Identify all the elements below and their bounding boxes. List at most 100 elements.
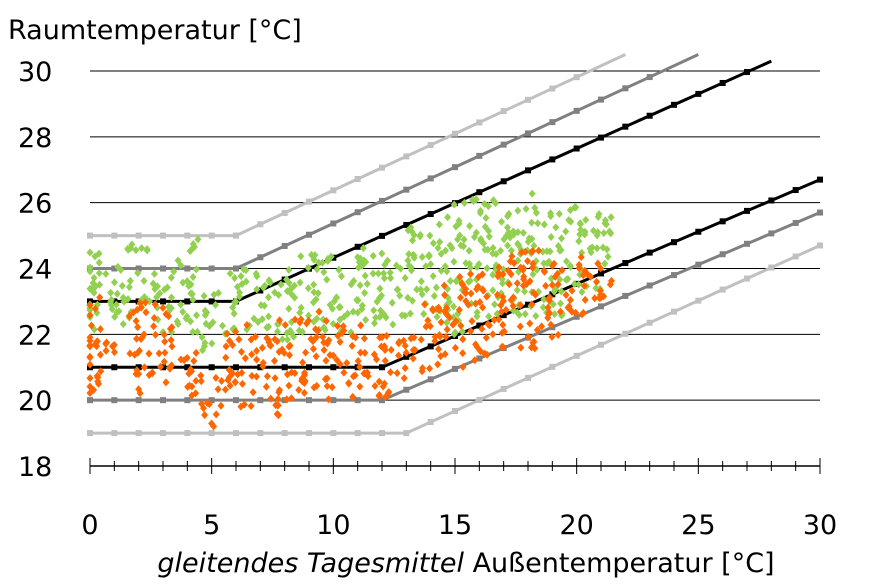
data-point — [253, 355, 261, 364]
band-marker — [476, 322, 483, 329]
data-point — [168, 342, 176, 351]
data-point — [93, 337, 101, 346]
data-point — [320, 268, 328, 277]
data-point — [203, 308, 211, 317]
band-marker — [525, 374, 531, 381]
data-point — [380, 274, 388, 283]
data-point — [506, 257, 514, 266]
data-point — [552, 223, 560, 232]
data-point — [265, 312, 273, 321]
data-point — [392, 261, 400, 270]
point-series-0 — [86, 189, 615, 355]
band-line-4 — [87, 209, 823, 404]
data-point — [124, 295, 132, 304]
band-marker — [671, 308, 677, 315]
x-tick-label-25: 25 — [681, 510, 715, 541]
data-point — [371, 382, 379, 391]
data-point — [402, 348, 410, 357]
data-point — [102, 269, 110, 278]
band-marker — [646, 112, 653, 119]
data-point — [425, 251, 433, 260]
band-marker — [573, 313, 580, 320]
data-point — [340, 368, 348, 377]
data-point — [458, 327, 466, 336]
data-point — [275, 386, 283, 395]
data-point — [350, 276, 358, 285]
data-point — [252, 372, 260, 381]
band-marker — [792, 253, 799, 260]
data-point — [548, 261, 556, 270]
data-point — [315, 258, 323, 267]
band-marker — [549, 119, 556, 126]
data-point — [359, 244, 367, 253]
data-point — [376, 284, 384, 293]
data-point — [135, 370, 143, 379]
data-point — [265, 322, 273, 331]
data-point — [253, 285, 261, 294]
data-point — [159, 303, 167, 312]
band-marker — [184, 298, 191, 305]
band-marker — [160, 232, 166, 239]
data-point — [400, 374, 408, 383]
data-point — [160, 330, 168, 339]
data-point — [467, 269, 475, 278]
data-point — [224, 376, 232, 385]
data-point — [572, 308, 580, 317]
data-point — [348, 341, 356, 350]
point-series-1 — [86, 246, 615, 431]
data-point — [528, 234, 536, 243]
band-marker — [573, 145, 580, 152]
data-point — [229, 340, 237, 349]
data-point — [372, 313, 380, 322]
data-point — [362, 315, 370, 324]
band-marker — [257, 221, 264, 228]
measurement-points — [86, 189, 615, 431]
data-point — [274, 327, 282, 336]
data-point — [86, 382, 94, 391]
data-point — [322, 317, 330, 326]
data-point — [134, 268, 142, 277]
data-point — [607, 213, 615, 222]
band-marker — [427, 142, 434, 149]
data-point — [197, 377, 205, 386]
data-point — [286, 341, 294, 350]
data-point — [192, 311, 200, 320]
data-point — [264, 335, 272, 344]
data-point — [259, 283, 267, 292]
data-point — [551, 272, 559, 281]
x-tick-label-20: 20 — [559, 510, 593, 541]
data-point — [562, 227, 570, 236]
band-marker — [354, 243, 361, 250]
band-marker — [184, 265, 191, 272]
data-point — [517, 343, 525, 352]
data-point — [467, 327, 475, 336]
data-point — [599, 243, 607, 252]
data-point — [110, 278, 118, 287]
data-point — [177, 355, 185, 364]
data-point — [506, 233, 514, 242]
data-point — [590, 226, 598, 235]
data-point — [443, 303, 451, 312]
data-point — [283, 335, 291, 344]
band-marker — [208, 298, 215, 305]
data-point — [250, 314, 258, 323]
data-point — [406, 309, 414, 318]
data-point — [426, 322, 434, 331]
data-point — [192, 389, 200, 398]
data-point — [547, 212, 555, 221]
band-marker — [427, 343, 434, 350]
data-point — [528, 218, 536, 227]
band-marker — [500, 141, 507, 148]
data-point — [395, 351, 403, 360]
data-point — [349, 332, 357, 341]
data-point — [118, 281, 126, 290]
band-marker — [671, 101, 677, 108]
data-point — [103, 338, 111, 347]
data-point — [307, 250, 315, 259]
data-point — [540, 266, 548, 275]
data-point — [235, 335, 243, 344]
data-point — [466, 259, 474, 268]
data-point — [300, 388, 308, 397]
band-marker — [500, 312, 507, 319]
band-marker — [306, 231, 312, 238]
